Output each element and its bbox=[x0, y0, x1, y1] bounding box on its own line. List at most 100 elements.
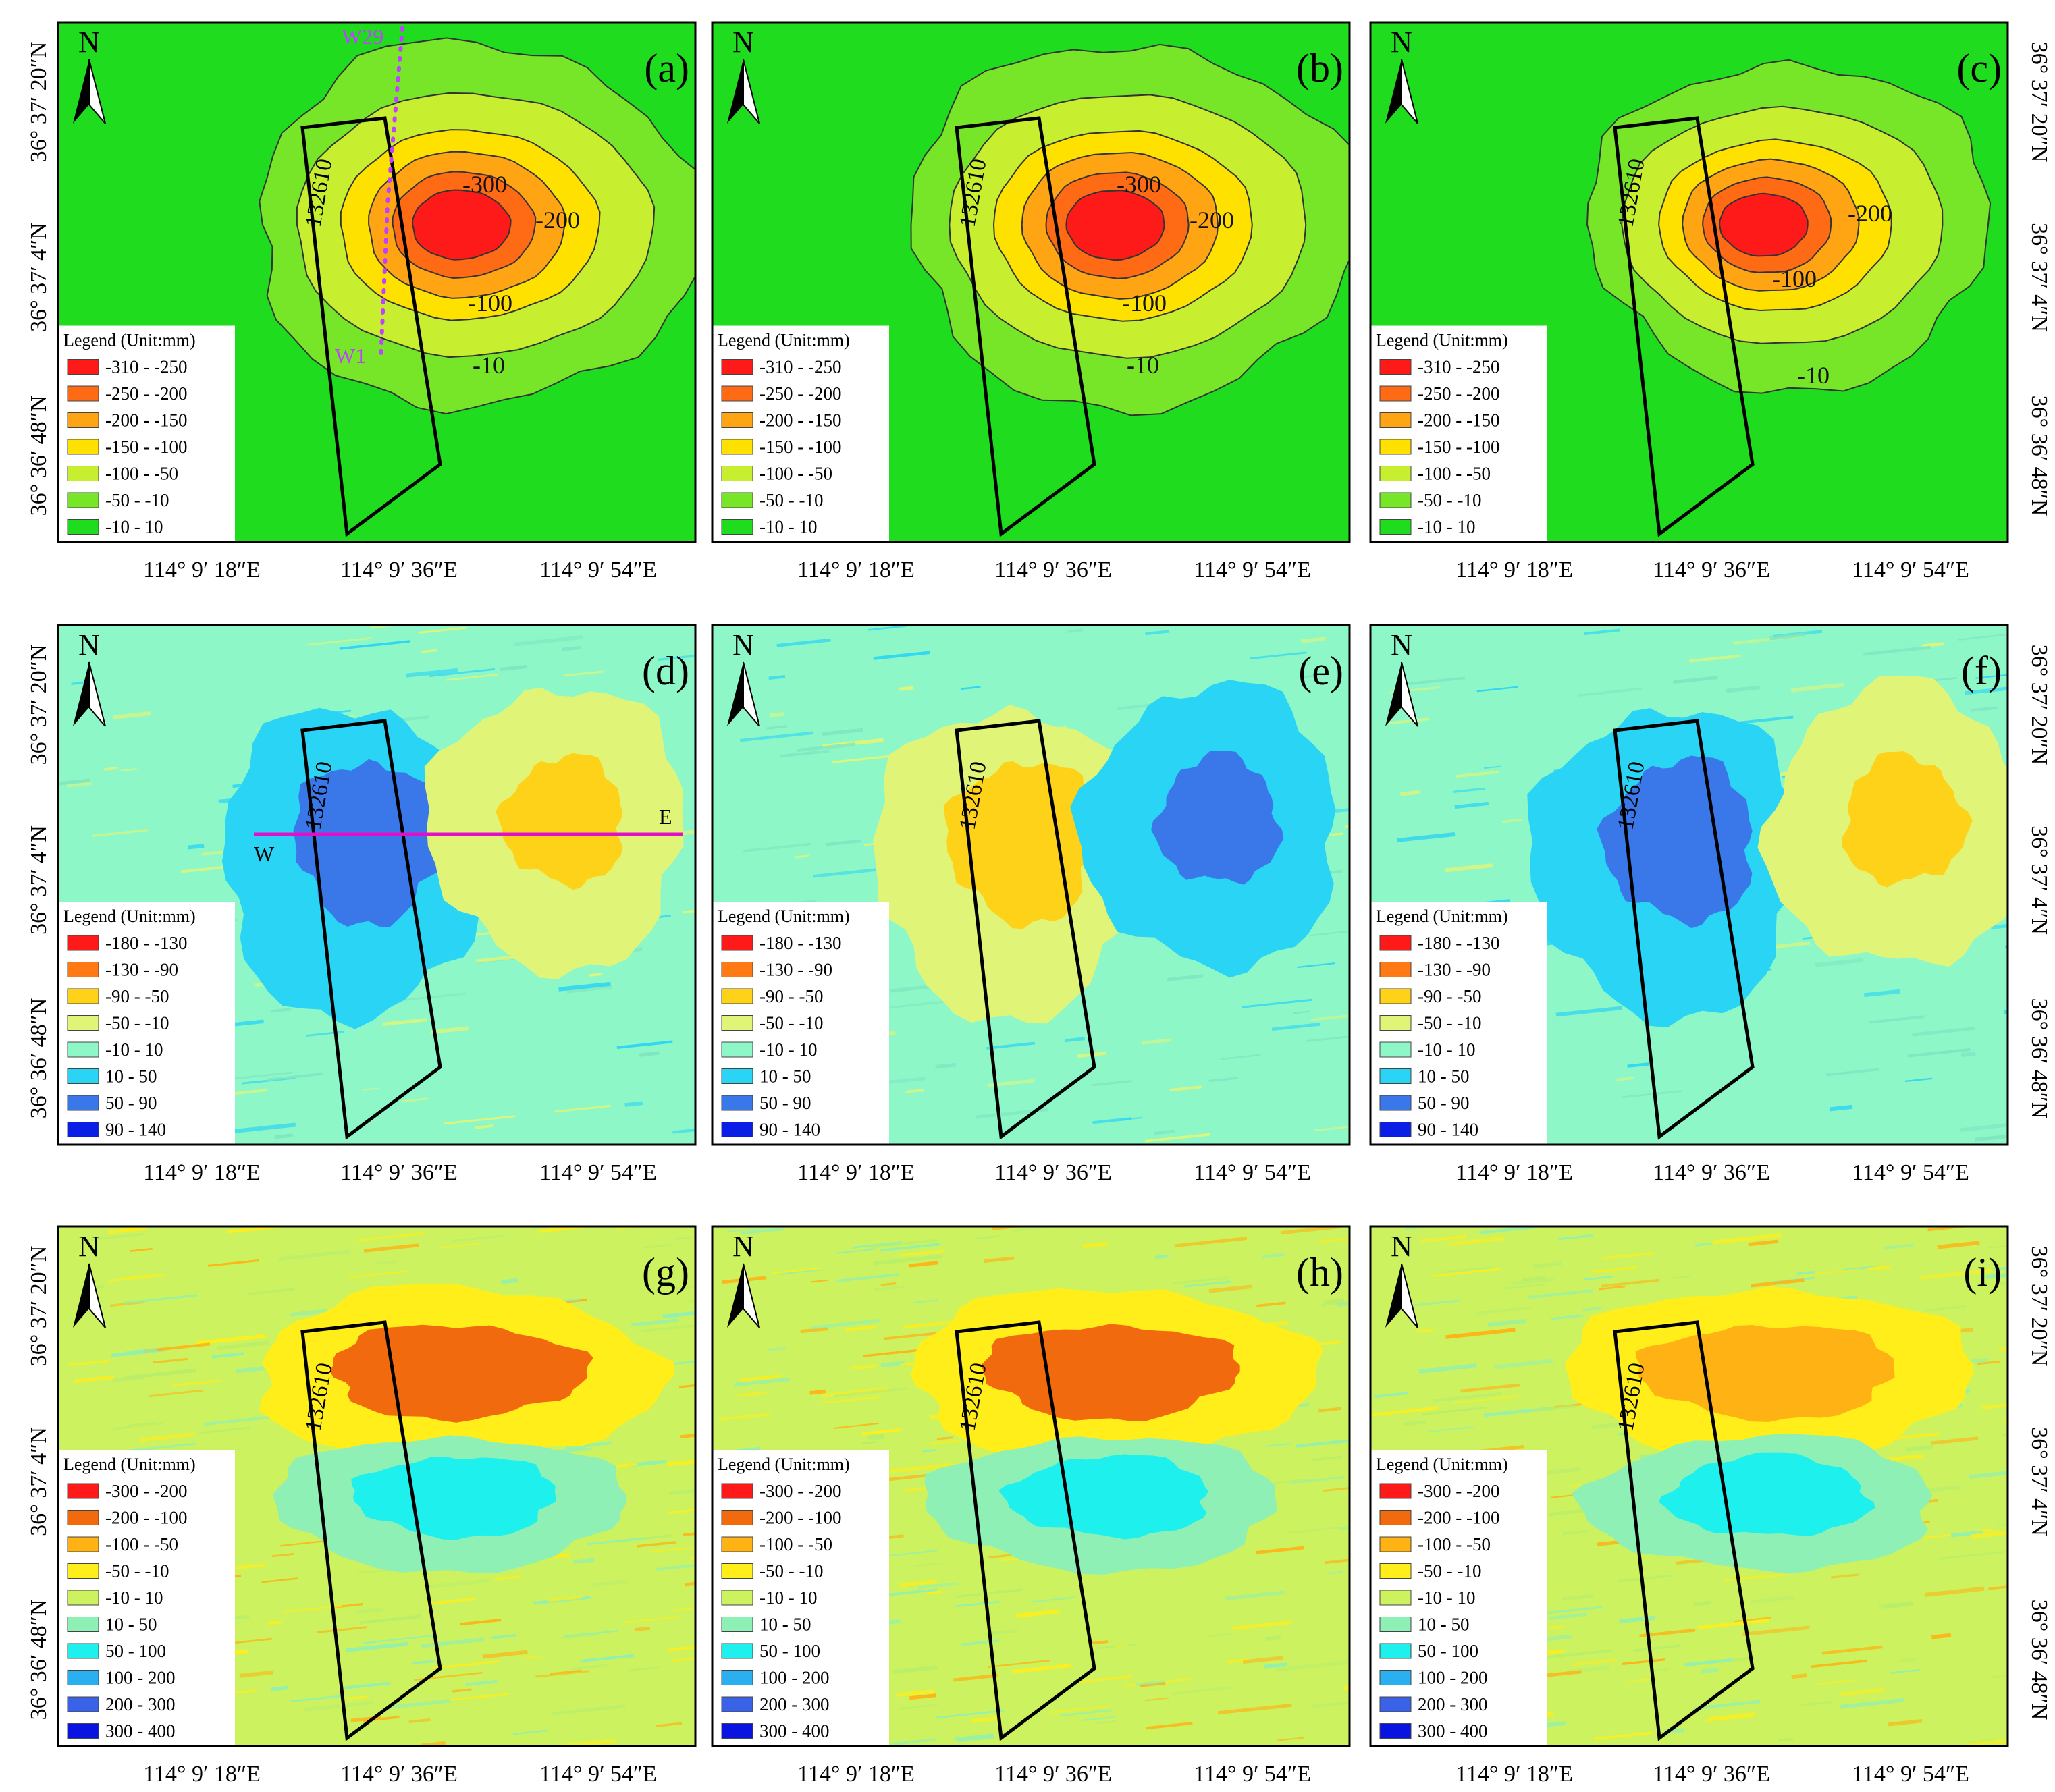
noise-streak bbox=[861, 1440, 877, 1445]
legend-swatch bbox=[67, 1723, 99, 1739]
legend-swatch bbox=[67, 1068, 99, 1084]
noise-streak bbox=[443, 1115, 516, 1125]
legend-item-label: -100 - -50 bbox=[1418, 1534, 1491, 1554]
noise-streak bbox=[992, 1226, 1060, 1230]
noise-streak bbox=[740, 1374, 781, 1382]
noise-streak bbox=[1428, 1426, 1474, 1433]
legend-item-label: -200 - -100 bbox=[759, 1508, 841, 1528]
legend-item-label: 10 - 50 bbox=[1418, 1614, 1470, 1635]
noise-streak bbox=[1958, 633, 2007, 641]
noise-streak bbox=[424, 1579, 489, 1590]
legend-item-label: 100 - 200 bbox=[1418, 1668, 1488, 1688]
noise-streak bbox=[984, 1256, 1015, 1264]
noise-streak bbox=[448, 1693, 508, 1702]
noise-streak bbox=[1791, 1673, 1807, 1679]
noise-streak bbox=[356, 1232, 425, 1242]
legend-item-label: -150 - -100 bbox=[105, 437, 187, 457]
noise-streak bbox=[743, 842, 811, 852]
noise-streak bbox=[1460, 1383, 1520, 1393]
noise-streak bbox=[2006, 1233, 2008, 1238]
legend-item-label: -100 - -50 bbox=[105, 1534, 178, 1554]
legend-item-label: -10 - 10 bbox=[105, 1587, 163, 1608]
noise-streak bbox=[1144, 1697, 1170, 1702]
north-label: N bbox=[1391, 26, 1412, 59]
legend-swatch bbox=[67, 359, 99, 375]
noise-streak bbox=[1811, 1659, 1867, 1668]
legend-swatch bbox=[67, 935, 99, 951]
legend-swatch bbox=[1379, 439, 1412, 455]
noise-streak bbox=[1801, 1700, 1832, 1706]
panel-boundary bbox=[300, 719, 442, 1140]
noise-streak bbox=[388, 1699, 452, 1710]
noise-streak bbox=[770, 712, 785, 717]
noise-streak bbox=[554, 1104, 611, 1113]
panel-frame bbox=[57, 624, 697, 1146]
noise-streak bbox=[1328, 1571, 1343, 1575]
noise-streak bbox=[124, 1274, 158, 1279]
noise-streak bbox=[1487, 1318, 1526, 1327]
noise-streak bbox=[571, 1664, 610, 1671]
legend-item-label: 10 - 50 bbox=[105, 1614, 157, 1635]
noise-streak bbox=[552, 1704, 626, 1716]
noise-streak bbox=[140, 1432, 194, 1442]
north-arrow-left-half bbox=[1385, 59, 1402, 124]
noise-streak bbox=[1991, 1671, 2008, 1679]
noise-streak bbox=[643, 1243, 672, 1249]
noise-streak bbox=[1171, 1276, 1229, 1285]
profile-start-label: W bbox=[254, 842, 275, 866]
legend-swatch bbox=[67, 466, 99, 481]
panel-boundary bbox=[1613, 719, 1755, 1140]
noise-streak bbox=[1964, 1735, 2008, 1746]
noise-streak bbox=[1971, 706, 1998, 712]
north-arrow-left-half bbox=[727, 662, 743, 726]
noise-streak bbox=[1987, 1245, 2008, 1249]
noise-streak bbox=[1726, 685, 1760, 693]
panel-letter: (b) bbox=[1296, 46, 1343, 90]
noise-streak bbox=[629, 1459, 666, 1467]
longitude-tick-label: 114° 9′ 18″E bbox=[1456, 558, 1573, 582]
legend-item-label: -100 - -50 bbox=[759, 1534, 832, 1554]
noise-streak bbox=[1884, 1243, 1914, 1250]
noise-streak bbox=[482, 1650, 528, 1659]
legend-swatch bbox=[67, 1536, 99, 1552]
noise-streak bbox=[810, 1318, 881, 1330]
noise-streak bbox=[822, 728, 864, 736]
noise-streak bbox=[339, 640, 410, 650]
legend-swatch bbox=[721, 1617, 753, 1632]
noise-streak bbox=[668, 1488, 695, 1496]
noise-streak bbox=[880, 1282, 897, 1286]
noise-streak bbox=[1991, 1264, 2008, 1272]
noise-streak bbox=[835, 1248, 876, 1254]
noise-streak bbox=[728, 1227, 766, 1232]
noise-streak bbox=[867, 1434, 885, 1440]
noise-streak bbox=[1732, 1656, 1754, 1662]
legend-swatch bbox=[67, 1643, 99, 1659]
noise-streak bbox=[658, 654, 695, 661]
noise-streak bbox=[1897, 1657, 1919, 1663]
legend-swatch bbox=[67, 1015, 99, 1031]
noise-streak bbox=[617, 1226, 666, 1230]
north-arrow-icon: N bbox=[727, 26, 760, 124]
legend-item-label: -50 - -10 bbox=[1418, 1561, 1481, 1581]
noise-streak bbox=[1276, 1660, 1350, 1672]
noise-streak bbox=[431, 1026, 469, 1034]
noise-streak bbox=[1262, 1253, 1285, 1259]
legend-item-label: -200 - -150 bbox=[1418, 410, 1499, 431]
legend-swatch bbox=[67, 1617, 99, 1632]
noise-streak bbox=[71, 681, 88, 685]
noise-streak bbox=[768, 1347, 786, 1351]
panel-boundary bbox=[1613, 116, 1755, 537]
noise-streak bbox=[1456, 770, 1500, 778]
noise-streak bbox=[629, 1666, 659, 1671]
noise-streak bbox=[1048, 1705, 1110, 1714]
noise-streak bbox=[898, 1579, 937, 1587]
noise-streak bbox=[363, 1243, 419, 1253]
legend-item-label: -10 - 10 bbox=[1418, 517, 1475, 537]
legend-item-label: -100 - -50 bbox=[1418, 464, 1491, 484]
noise-streak bbox=[359, 1614, 421, 1625]
legend-item-label: -10 - 10 bbox=[105, 1039, 163, 1060]
noise-streak bbox=[573, 1558, 595, 1564]
